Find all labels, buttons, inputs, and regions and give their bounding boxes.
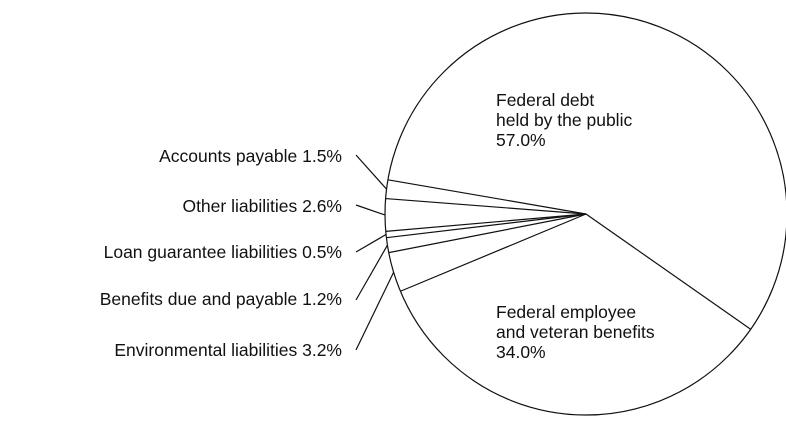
slice-edges: [385, 179, 751, 330]
leader-line-environmental-liabilities: [355, 271, 395, 351]
slice-boundary: [400, 213, 587, 292]
slice-boundary: [388, 213, 587, 254]
leader-lines: [355, 154, 395, 351]
label-accounts-payable: Accounts payable 1.5%: [159, 146, 342, 166]
label-loan-guarantee-liabilities: Loan guarantee liabilities 0.5%: [104, 242, 342, 262]
leader-line-accounts-payable: [355, 154, 387, 190]
leader-line-other-liabilities: [355, 204, 386, 216]
slice-label-federal-debt: Federal debt held by the public 57.0%: [496, 90, 637, 150]
label-environmental-liabilities: Environmental liabilities 3.2%: [114, 340, 342, 360]
leader-line-loan-guarantee-liabilities: [355, 234, 387, 253]
slice-boundary: [387, 179, 587, 215]
leader-line-benefits-due-and-payable: [355, 244, 388, 301]
slice-boundary: [585, 213, 751, 330]
slice-boundary: [386, 213, 587, 239]
slice-label-employee-benefits: Federal employee and veteran benefits 34…: [496, 302, 659, 362]
label-benefits-due-and-payable: Benefits due and payable 1.2%: [100, 289, 342, 309]
label-other-liabilities: Other liabilities 2.6%: [182, 196, 342, 216]
slice-boundary: [385, 213, 587, 232]
slice-boundary: [385, 197, 587, 215]
